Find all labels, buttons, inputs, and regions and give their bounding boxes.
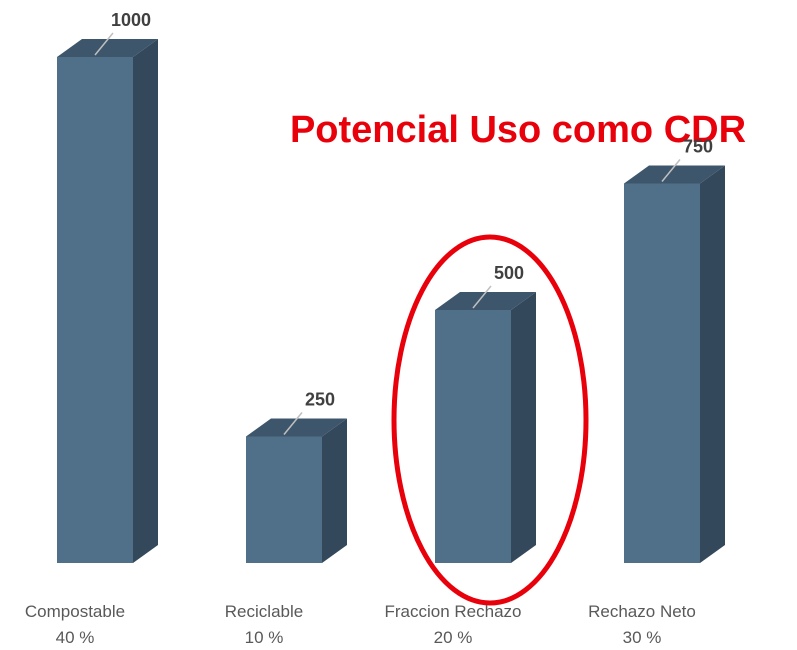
bar <box>435 292 536 563</box>
bar <box>624 165 725 563</box>
bar-top <box>57 39 158 57</box>
bars <box>57 39 725 563</box>
bar-front <box>435 310 511 563</box>
x-tick-label: Compostable <box>25 602 125 621</box>
leader-line <box>283 412 303 435</box>
bar-front <box>624 183 700 563</box>
bar-top <box>435 292 536 310</box>
bar-front <box>57 57 133 563</box>
leader-line <box>472 285 492 309</box>
share-label: 40 % <box>56 628 95 647</box>
share-label: 10 % <box>245 628 284 647</box>
value-label: 250 <box>305 390 335 410</box>
x-tick-label: Rechazo Neto <box>588 602 696 621</box>
bar-side <box>511 292 536 563</box>
leader-line <box>94 32 114 56</box>
value-label: 750 <box>683 137 713 157</box>
bar-side <box>700 165 725 563</box>
bar <box>57 39 158 563</box>
leader-line <box>661 159 681 182</box>
value-label: 500 <box>494 263 524 283</box>
share-label: 20 % <box>434 628 473 647</box>
bar <box>246 418 347 563</box>
x-tick-label: Reciclable <box>225 602 303 621</box>
bar-top <box>246 418 347 437</box>
bar-side <box>322 418 347 563</box>
bar-front <box>246 436 322 563</box>
share-label: 30 % <box>623 628 662 647</box>
bar-top <box>624 165 725 184</box>
value-label: 1000 <box>111 10 151 30</box>
highlight-ellipse <box>391 234 589 606</box>
annotation: Potencial Uso como CDR <box>290 109 746 151</box>
x-tick-label: Fraccion Rechazo <box>384 602 521 621</box>
bar-side <box>133 39 158 563</box>
